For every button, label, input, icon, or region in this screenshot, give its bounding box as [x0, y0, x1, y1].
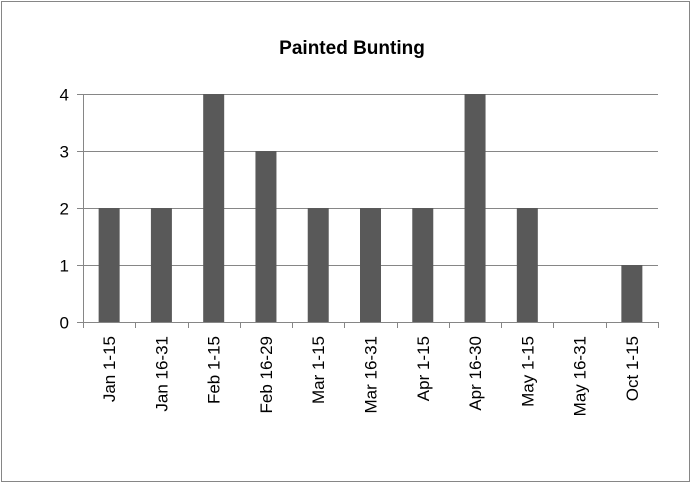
x-tick-label: Apr 16-30: [466, 336, 485, 411]
x-tick-label: Feb 1-15: [205, 336, 224, 404]
bar-8: [464, 94, 486, 322]
x-tick-label: Feb 16-29: [257, 336, 276, 414]
bar-9: [516, 208, 538, 322]
bar-4: [255, 151, 277, 322]
axes: [77, 94, 659, 328]
y-tick-label: 1: [60, 257, 69, 276]
x-tick-label: Oct 1-15: [623, 336, 642, 401]
bar-11: [621, 265, 643, 322]
x-tick-label: Mar 16-31: [362, 336, 381, 413]
bar-1: [98, 208, 120, 322]
y-tick-labels: 0 1 2 3 4: [60, 86, 69, 333]
y-tick-label: 2: [60, 200, 69, 219]
y-tick-label: 3: [60, 143, 69, 162]
x-tick-label: Jan 16-31: [152, 336, 171, 412]
x-tick-label: Apr 1-15: [414, 336, 433, 401]
bar-6: [360, 208, 381, 322]
bar-7: [412, 208, 434, 322]
bar-5: [307, 208, 329, 322]
x-tick-label: May 16-31: [571, 336, 590, 416]
bar-2: [150, 208, 172, 322]
y-tick-label: 0: [60, 314, 69, 333]
x-tick-label: Jan 1-15: [100, 336, 119, 402]
x-tick-labels: Jan 1-15 Jan 16-31 Feb 1-15 Feb 16-29 Mar 1-…: [100, 336, 642, 416]
bar-3: [203, 94, 225, 322]
x-tick-label: Mar 1-15: [309, 336, 328, 404]
x-tick-label: May 1-15: [518, 336, 537, 407]
bars: [98, 94, 643, 322]
chart-title: Painted Bunting: [279, 38, 425, 59]
y-tick-label: 4: [60, 86, 69, 105]
